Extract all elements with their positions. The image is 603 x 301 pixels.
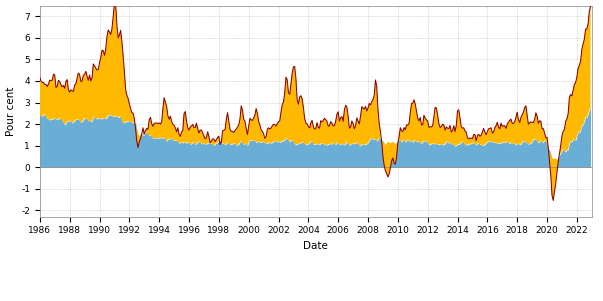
X-axis label: Date: Date xyxy=(303,241,328,251)
Y-axis label: Pour cent: Pour cent xyxy=(5,86,16,136)
